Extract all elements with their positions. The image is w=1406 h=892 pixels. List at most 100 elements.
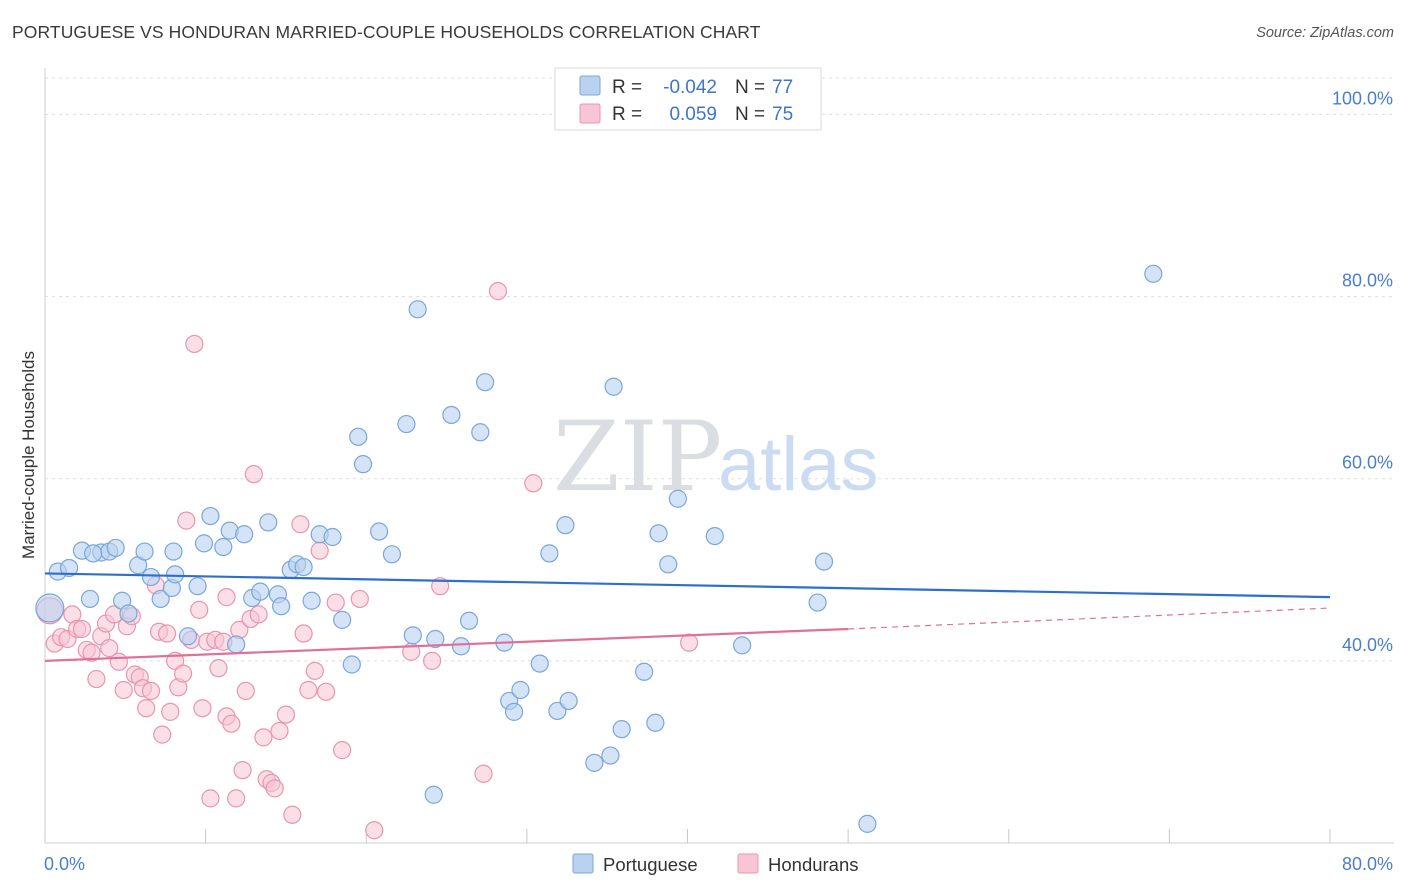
point-portuguese-44 [426, 629, 445, 649]
point-hondurans-69 [431, 577, 450, 596]
point-portuguese-43 [408, 300, 427, 319]
point-portuguese-35 [333, 610, 352, 629]
point-portuguese-19 [201, 506, 220, 526]
point-hondurans-55 [276, 705, 296, 724]
point-portuguese-18 [194, 534, 214, 553]
point-hondurans-59 [299, 680, 318, 700]
point-hondurans-31 [177, 511, 196, 530]
point-hondurans-63 [326, 593, 345, 612]
point-hondurans-35 [193, 699, 212, 718]
legend-top-r-value-hondurans: 0.059 [669, 104, 717, 125]
point-portuguese-53 [511, 680, 530, 700]
point-portuguese-20 [214, 537, 233, 557]
point-hondurans-9 [87, 669, 106, 689]
point-portuguese-68 [705, 526, 724, 546]
point-portuguese-47 [459, 611, 479, 630]
legend-top-n-label-portuguese: N = [735, 77, 765, 98]
y-tick-labels: 40.0% 60.0% 80.0% 100.0% [1332, 88, 1393, 654]
point-portuguese-38 [353, 455, 373, 474]
legend-bottom-swatch-portuguese [572, 853, 594, 874]
point-portuguese-58 [559, 691, 578, 711]
grid-lines [45, 77, 1394, 662]
point-portuguese-59 [585, 753, 604, 772]
point-hondurans-26 [157, 624, 177, 643]
point-portuguese-72 [858, 814, 877, 833]
point-portuguese-57 [556, 516, 575, 535]
source-label: Source: ZipAtlas.com [1256, 25, 1394, 41]
point-portuguese-63 [635, 662, 654, 681]
point-hondurans-34 [190, 600, 209, 619]
legend-top-n-value-portuguese: 77 [772, 77, 793, 98]
point-portuguese-36 [342, 655, 361, 674]
point-hondurans-64 [333, 741, 352, 760]
chart-title: PORTUGUESE VS HONDURAN MARRIED-COUPLE HO… [12, 22, 761, 42]
x-tick-label-max: 80.0% [1342, 854, 1393, 874]
point-portuguese-11 [135, 542, 154, 561]
point-hondurans-45 [233, 761, 252, 780]
point-hondurans-74 [217, 588, 236, 607]
point-hondurans-8 [82, 643, 101, 662]
point-portuguese-61 [604, 377, 623, 396]
point-hondurans-30 [174, 664, 193, 683]
point-portuguese-71 [814, 552, 834, 571]
y-tick-label-40: 40.0% [1342, 635, 1393, 655]
point-portuguese-9 [119, 604, 138, 623]
legend-top-r-label-hondurans: R = [612, 104, 642, 125]
point-portuguese-2 [59, 558, 79, 578]
point-portuguese-65 [649, 524, 668, 543]
point-hondurans-70 [474, 764, 493, 783]
series-portuguese [35, 264, 1163, 833]
point-hondurans-66 [365, 821, 384, 840]
point-portuguese-31 [294, 557, 313, 577]
point-portuguese-62 [612, 720, 631, 739]
point-portuguese-23 [235, 525, 254, 544]
point-portuguese-49 [476, 373, 495, 392]
point-portuguese-4 [80, 589, 100, 609]
watermark-atlas: atlas [718, 422, 879, 507]
point-hondurans-72 [524, 474, 543, 493]
legend-bottom: Portuguese Hondurans [572, 853, 859, 875]
point-portuguese-7 [106, 538, 125, 558]
x-tick-label-min: 0.0% [44, 854, 85, 874]
point-hondurans-62 [316, 682, 336, 701]
y-tick-label-80: 80.0% [1342, 271, 1393, 291]
point-portuguese-73 [1144, 264, 1163, 283]
point-portuguese-52 [504, 702, 524, 721]
y-tick-label-60: 60.0% [1342, 453, 1393, 473]
point-hondurans-33 [185, 334, 204, 354]
legend-bottom-label-portuguese: Portuguese [603, 854, 698, 875]
point-portuguese-66 [659, 555, 678, 574]
point-hondurans-21 [137, 699, 156, 718]
legend-bottom-swatch-hondurans [737, 853, 759, 874]
trend-lines [44, 572, 1331, 662]
point-hondurans-60 [305, 661, 324, 680]
point-portuguese-22 [227, 635, 246, 654]
point-portuguese-15 [166, 565, 185, 584]
point-portuguese-12 [141, 567, 161, 587]
point-portuguese-42 [403, 626, 422, 645]
point-hondurans-71 [488, 282, 508, 301]
point-hondurans-73 [680, 633, 699, 652]
legend-top-r-value-portuguese: -0.042 [663, 77, 717, 98]
point-portuguese-28 [272, 597, 291, 616]
point-hondurans-15 [114, 680, 133, 700]
legend-top-n-value-hondurans: 75 [772, 104, 793, 125]
point-portuguese-69 [733, 636, 752, 655]
watermark-zip: ZIP [553, 401, 722, 513]
point-portuguese-74 [424, 785, 443, 804]
point-hondurans-54 [270, 721, 289, 741]
point-hondurans-58 [294, 624, 313, 643]
point-portuguese-70 [808, 593, 827, 612]
trend-line-hondurans [44, 627, 849, 662]
point-hondurans-61 [310, 541, 329, 560]
point-hondurans-53 [265, 779, 284, 798]
point-hondurans-49 [249, 605, 268, 624]
point-hondurans-48 [244, 465, 263, 484]
point-portuguese-60 [601, 746, 620, 765]
point-portuguese-67 [668, 489, 687, 508]
point-portuguese-55 [540, 544, 559, 563]
point-hondurans-37 [201, 789, 220, 808]
point-portuguese-17 [188, 577, 207, 596]
point-portuguese-13 [151, 589, 170, 609]
point-portuguese-48 [471, 423, 490, 442]
